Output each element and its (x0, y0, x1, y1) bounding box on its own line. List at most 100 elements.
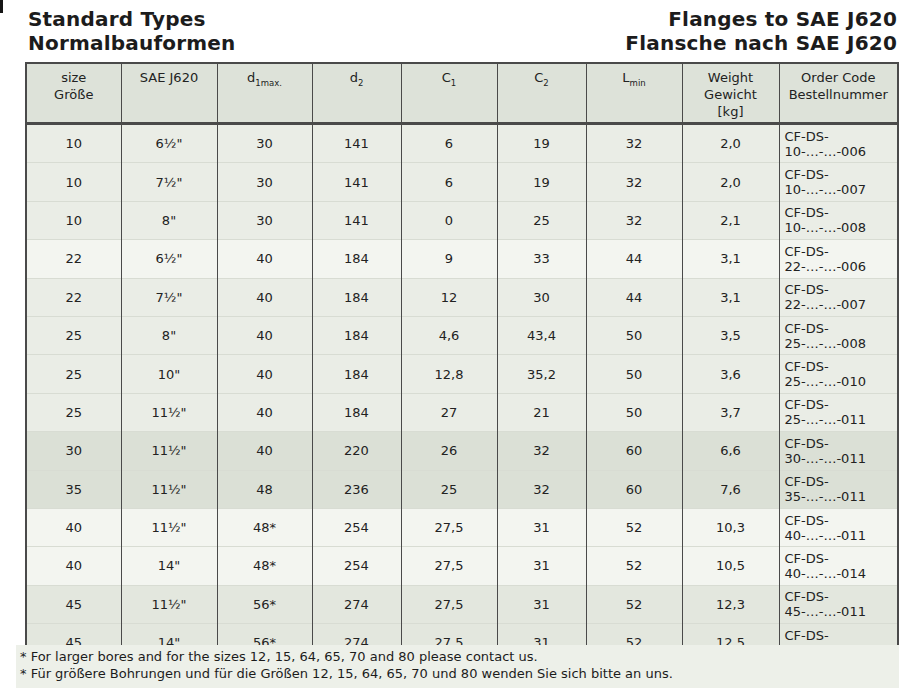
cell-lmin: 50 (586, 355, 682, 393)
cell-size: 25 (26, 316, 121, 354)
cell-sae-j620: 8" (121, 316, 217, 354)
cell-sae-j620: 10" (121, 355, 217, 393)
cell-c1: 9 (401, 240, 497, 278)
table-row: 25 10" 40 184 12,8 35,2 50 3,6 CF-DS-25-… (26, 355, 898, 393)
cell-c2: 19 (497, 163, 586, 201)
cell-d1max: 40 (217, 393, 312, 431)
page-title-left: Standard Types Normalbauformen (28, 7, 236, 55)
cell-weight: 7,6 (682, 470, 779, 508)
col-header-c1: C1 (401, 63, 497, 124)
cell-d2: 220 (312, 432, 401, 470)
cell-weight: 10,3 (682, 508, 779, 546)
cell-c2: 32 (497, 470, 586, 508)
flange-dimensions-table: size Größe SAE J620 d1max. d2 C1 C2 (25, 62, 899, 663)
title-german: Normalbauformen (28, 31, 236, 55)
cell-c1: 4,6 (401, 316, 497, 354)
cell-c2: 31 (497, 508, 586, 546)
cell-d1max: 30 (217, 201, 312, 239)
col-header-c2: C2 (497, 63, 586, 124)
cell-c1: 6 (401, 163, 497, 201)
cell-weight: 3,1 (682, 240, 779, 278)
col-header-lmin: Lmin (586, 63, 682, 124)
cell-d2: 184 (312, 240, 401, 278)
cell-d1max: 30 (217, 163, 312, 201)
page-edge-artifact (0, 0, 3, 13)
cell-d1max: 48* (217, 547, 312, 585)
cell-order-code: CF-DS-25-…-…-010 (779, 355, 898, 393)
cell-size: 30 (26, 432, 121, 470)
cell-weight: 2,1 (682, 201, 779, 239)
cell-size: 35 (26, 470, 121, 508)
cell-order-code: CF-DS-35-…-…-011 (779, 470, 898, 508)
cell-c1: 27,5 (401, 585, 497, 623)
cell-lmin: 50 (586, 316, 682, 354)
cell-weight: 3,1 (682, 278, 779, 316)
cell-order-code: CF-DS-10-…-…-008 (779, 201, 898, 239)
cell-lmin: 52 (586, 508, 682, 546)
cell-d2: 184 (312, 355, 401, 393)
cell-weight: 2,0 (682, 163, 779, 201)
cell-d1max: 40 (217, 278, 312, 316)
cell-lmin: 32 (586, 163, 682, 201)
cell-size: 45 (26, 585, 121, 623)
title-english: Standard Types (28, 7, 236, 31)
cell-d2: 184 (312, 393, 401, 431)
cell-c1: 12,8 (401, 355, 497, 393)
footnote-english: * For larger bores and for the sizes 12,… (20, 649, 897, 666)
cell-d2: 141 (312, 201, 401, 239)
cell-weight: 3,6 (682, 355, 779, 393)
cell-size: 40 (26, 508, 121, 546)
cell-c2: 32 (497, 432, 586, 470)
table-row: 25 8" 40 184 4,6 43,4 50 3,5 CF-DS-25-…-… (26, 316, 898, 354)
col-header-sae-j620: SAE J620 (121, 63, 217, 124)
cell-size: 10 (26, 163, 121, 201)
cell-order-code: CF-DS-25-…-…-008 (779, 316, 898, 354)
cell-sae-j620: 8" (121, 201, 217, 239)
cell-sae-j620: 7½" (121, 163, 217, 201)
cell-lmin: 60 (586, 432, 682, 470)
subtitle-german: Flansche nach SAE J620 (625, 31, 897, 55)
cell-c1: 25 (401, 470, 497, 508)
cell-sae-j620: 11½" (121, 432, 217, 470)
cell-d2: 274 (312, 585, 401, 623)
cell-size: 10 (26, 201, 121, 239)
footnotes: * For larger bores and for the sizes 12,… (16, 645, 899, 688)
cell-c1: 27,5 (401, 508, 497, 546)
subtitle-english: Flanges to SAE J620 (625, 7, 897, 31)
cell-sae-j620: 6½" (121, 124, 217, 163)
cell-c1: 27 (401, 393, 497, 431)
cell-d1max: 40 (217, 432, 312, 470)
cell-size: 40 (26, 547, 121, 585)
cell-c2: 31 (497, 585, 586, 623)
cell-d1max: 30 (217, 124, 312, 163)
table-row: 40 11½" 48* 254 27,5 31 52 10,3 CF-DS-40… (26, 508, 898, 546)
cell-d1max: 48 (217, 470, 312, 508)
table-row: 10 7½" 30 141 6 19 32 2,0 CF-DS-10-…-…-0… (26, 163, 898, 201)
cell-weight: 12,3 (682, 585, 779, 623)
cell-size: 25 (26, 355, 121, 393)
page-title-right: Flanges to SAE J620 Flansche nach SAE J6… (625, 7, 897, 55)
catalog-page: Standard Types Normalbauformen Flanges t… (0, 0, 922, 692)
col-header-weight: Weight Gewicht [kg] (682, 63, 779, 124)
cell-weight: 3,5 (682, 316, 779, 354)
cell-c1: 26 (401, 432, 497, 470)
cell-lmin: 52 (586, 585, 682, 623)
col-header-d1max: d1max. (217, 63, 312, 124)
cell-c2: 25 (497, 201, 586, 239)
table-row: 35 11½" 48 236 25 32 60 7,6 CF-DS-35-…-…… (26, 470, 898, 508)
cell-lmin: 60 (586, 470, 682, 508)
cell-d1max: 40 (217, 240, 312, 278)
cell-d1max: 40 (217, 355, 312, 393)
cell-size: 22 (26, 278, 121, 316)
table-header-row: size Größe SAE J620 d1max. d2 C1 C2 (26, 63, 898, 124)
cell-d2: 184 (312, 278, 401, 316)
table-row: 25 11½" 40 184 27 21 50 3,7 CF-DS-25-…-…… (26, 393, 898, 431)
cell-c2: 19 (497, 124, 586, 163)
cell-c2: 43,4 (497, 316, 586, 354)
cell-size: 25 (26, 393, 121, 431)
cell-sae-j620: 11½" (121, 470, 217, 508)
cell-order-code: CF-DS-30-…-…-011 (779, 432, 898, 470)
cell-c1: 12 (401, 278, 497, 316)
col-header-size: size Größe (26, 63, 121, 124)
cell-order-code: CF-DS-10-…-…-006 (779, 124, 898, 163)
